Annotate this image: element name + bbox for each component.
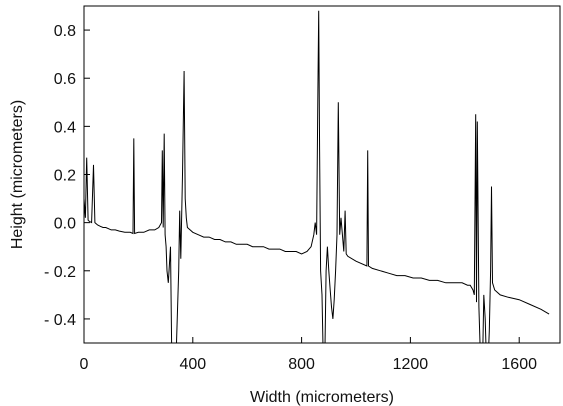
axis-ticks <box>83 29 520 343</box>
x-tick-label: 800 <box>288 356 315 373</box>
x-tick-label: 0 <box>80 356 89 373</box>
y-axis-label: Height (micrometers) <box>9 100 26 249</box>
plot-frame <box>83 5 561 344</box>
y-tick-label: 0.2 <box>54 168 76 185</box>
x-tick-label: 1200 <box>393 356 429 373</box>
plot-area <box>84 10 550 343</box>
y-tick-label: - 0.4 <box>44 312 76 329</box>
series-line <box>84 10 550 343</box>
x-tick-label: 1600 <box>501 356 537 373</box>
y-tick-label: 0.6 <box>54 71 76 88</box>
y-tick-label: 0.4 <box>54 119 76 136</box>
x-tick-label: 400 <box>179 356 206 373</box>
y-tick-label: - 0.2 <box>44 264 76 281</box>
y-tick-label: 0.0 <box>54 216 76 233</box>
tick-labels: 0 400 800 1200 1600 - 0.4 - 0.2 0.0 0.2 0.4 0.6 0.8 <box>44 23 537 373</box>
y-tick-label: 0.8 <box>54 23 76 40</box>
x-axis-label: Width (micrometers) <box>250 389 394 406</box>
